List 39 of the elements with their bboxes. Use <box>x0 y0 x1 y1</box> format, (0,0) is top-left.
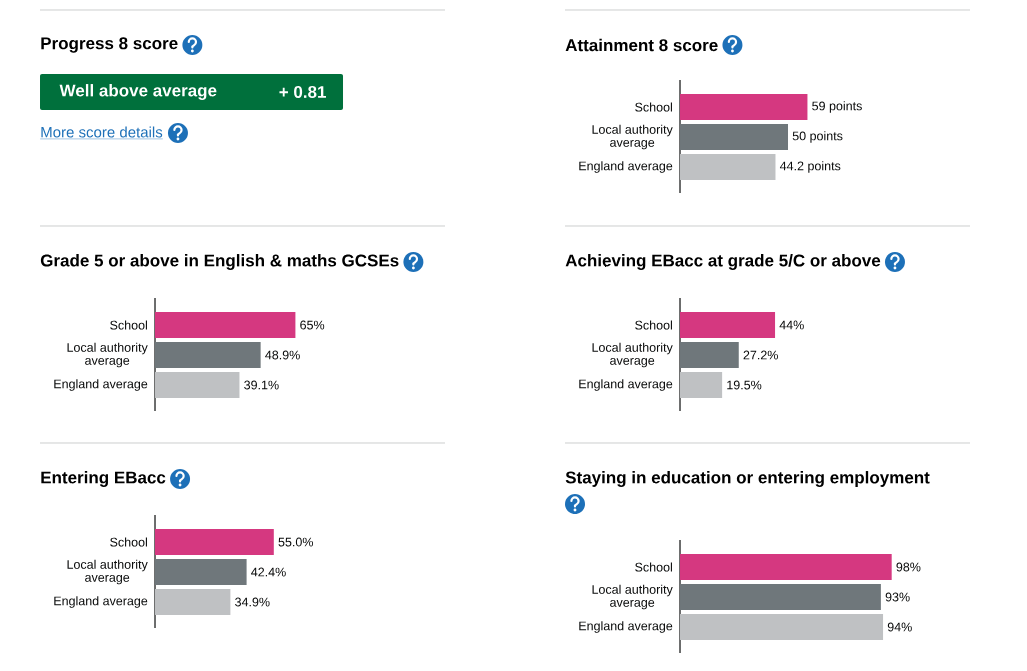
data-label: 93% <box>885 592 910 602</box>
data-label: 39.1% <box>244 380 279 390</box>
y-tick-label: School <box>635 320 672 330</box>
y-tick-label: Local authority average <box>592 124 673 150</box>
chart-title: Attainment 8 score <box>565 38 718 52</box>
chart-title: Entering EBacc <box>41 471 166 487</box>
data-label: 42.4% <box>251 567 286 577</box>
y-tick-label: Local authority average <box>67 342 148 368</box>
chart-title: Grade 5 or above in English & maths GCSEs <box>40 254 399 270</box>
text: Progress 8 score <box>41 37 178 53</box>
y-tick-label: England average <box>54 596 148 608</box>
y-tick-label: Local authority average <box>592 342 673 368</box>
chart-title: Staying in education or entering employment <box>565 471 930 487</box>
data-label: 98% <box>896 562 921 572</box>
data-label: 59 points <box>812 101 862 113</box>
data-label: 34.9% <box>235 597 270 607</box>
data-label: 27.2% <box>743 350 778 360</box>
y-tick-label: School <box>110 320 147 330</box>
y-tick-label: England average <box>579 621 673 633</box>
data-label: 94% <box>887 622 912 632</box>
data-label: 50 points <box>792 131 843 143</box>
y-tick-label: Local authority average <box>67 559 148 585</box>
text: Well above average <box>59 84 217 100</box>
y-tick-label: School <box>110 537 147 547</box>
y-tick-label: England average <box>579 161 673 173</box>
data-label: 19.5% <box>727 380 762 390</box>
data-label: 65% <box>300 320 325 330</box>
y-tick-label: England average <box>54 379 148 391</box>
y-tick-label: Local authority average <box>592 584 673 610</box>
data-label: 55.0% <box>278 537 313 547</box>
text: + 0.81 <box>279 85 326 99</box>
text: More score details <box>41 126 163 138</box>
data-label: 44.2 points <box>779 161 841 173</box>
y-tick-label: School <box>635 562 672 572</box>
y-tick-label: England average <box>579 379 673 391</box>
chart-title: Achieving EBacc at grade 5/C or above <box>565 254 881 270</box>
data-label: 44% <box>779 320 804 330</box>
data-label: 48.9% <box>265 350 300 360</box>
y-tick-label: School <box>635 102 672 112</box>
